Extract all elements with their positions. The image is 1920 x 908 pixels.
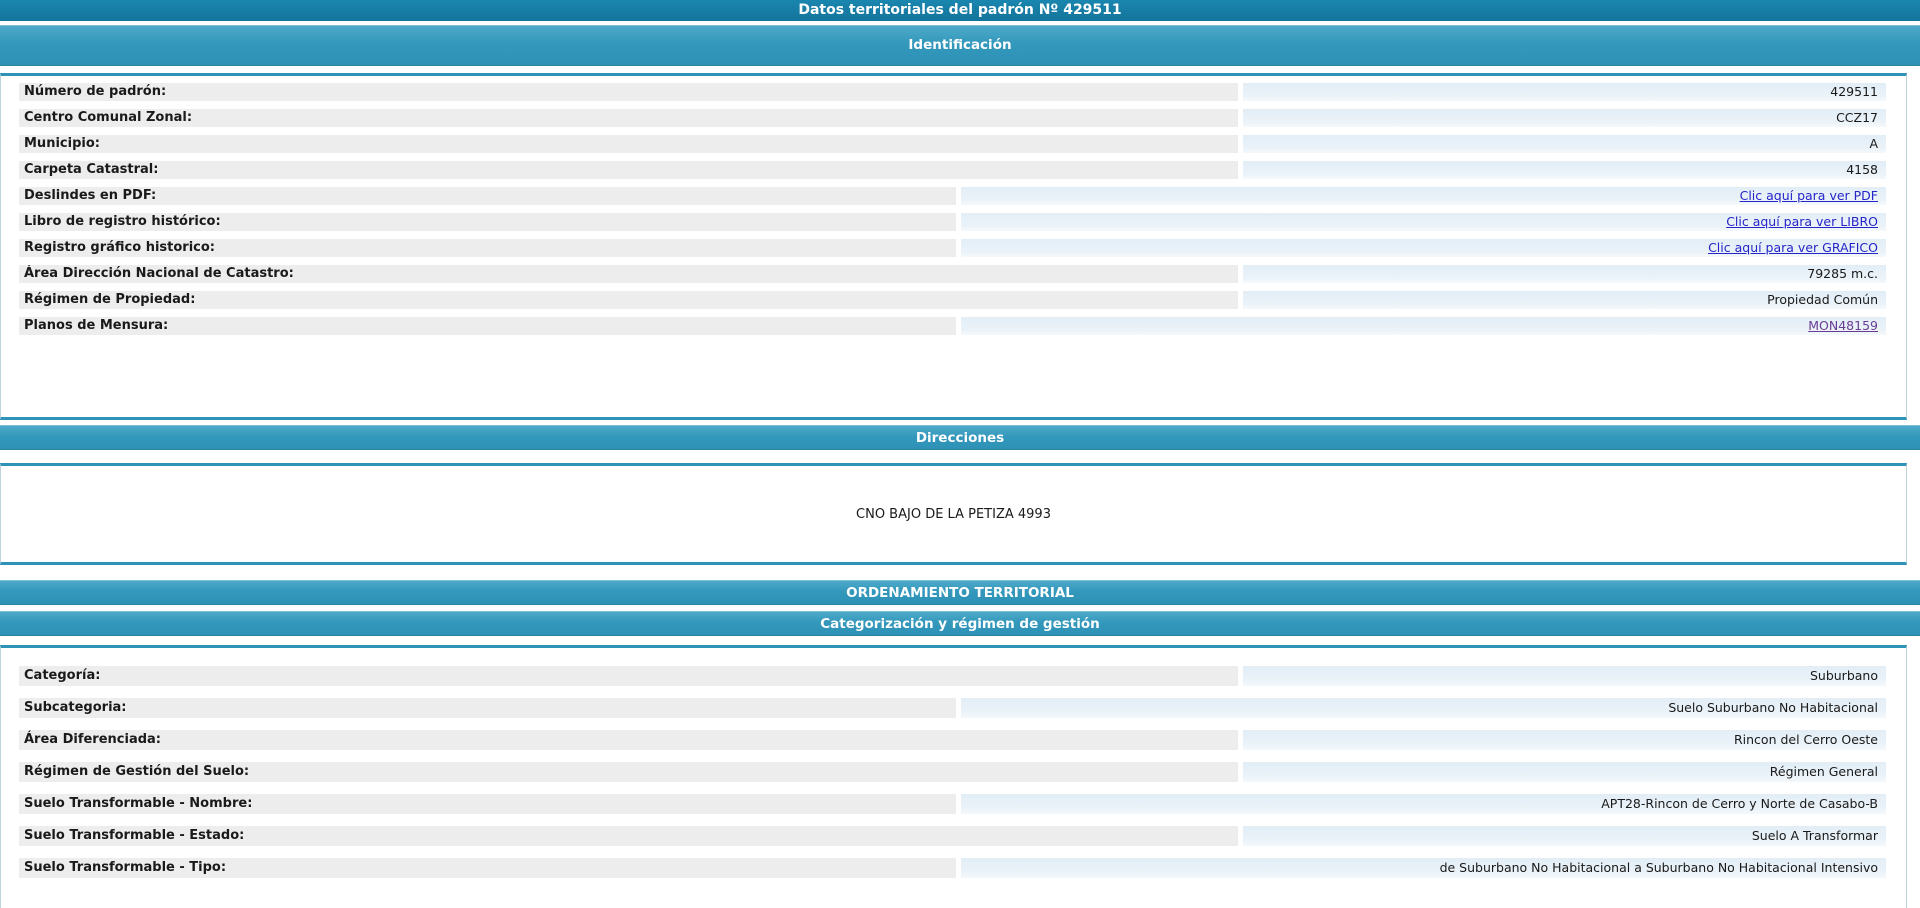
row-label: Suelo Transformable - Tipo: [19,858,956,878]
row-value: Propiedad Común [1243,291,1886,309]
row-label: Centro Comunal Zonal: [19,109,1238,127]
section-header-direcciones: Direcciones [0,425,1920,450]
table-row-area-catastro: Área Dirección Nacional de Catastro: 792… [1,265,1906,283]
row-label: Número de padrón: [19,83,1238,101]
table-row-suelo-tipo: Suelo Transformable - Tipo: de Suburbano… [1,858,1906,878]
row-value: Régimen General [1243,762,1886,782]
row-value: Rincon del Cerro Oeste [1243,730,1886,750]
identificacion-section: Número de padrón: 429511 Centro Comunal … [0,73,1907,420]
table-row-carpeta-catastral: Carpeta Catastral: 4158 [1,161,1906,179]
address-text: CNO BAJO DE LA PETIZA 4993 [856,506,1051,522]
direcciones-section: CNO BAJO DE LA PETIZA 4993 [0,463,1907,565]
row-value: MON48159 [961,317,1886,335]
table-row-registro-grafico: Registro gráfico historico: Clic aquí pa… [1,239,1906,257]
row-label: Registro gráfico historico: [19,239,956,257]
pdf-link[interactable]: Clic aquí para ver PDF [1739,188,1878,203]
table-row-regimen-gestion: Régimen de Gestión del Suelo: Régimen Ge… [1,762,1906,782]
row-label: Área Dirección Nacional de Catastro: [19,265,1238,283]
row-label: Libro de registro histórico: [19,213,956,231]
row-label: Suelo Transformable - Nombre: [19,794,956,814]
row-label: Régimen de Propiedad: [19,291,1238,309]
table-row-suelo-estado: Suelo Transformable - Estado: Suelo A Tr… [1,826,1906,846]
row-label: Suelo Transformable - Estado: [19,826,1238,846]
row-value: APT28-Rincon de Cerro y Norte de Casabo-… [961,794,1886,814]
table-row-numero-padron: Número de padrón: 429511 [1,83,1906,101]
grafico-link[interactable]: Clic aquí para ver GRAFICO [1708,240,1878,255]
table-row-area-diferenciada: Área Diferenciada: Rincon del Cerro Oest… [1,730,1906,750]
table-row-subcategoria: Subcategoria: Suelo Suburbano No Habitac… [1,698,1906,718]
row-value: Suelo A Transformar [1243,826,1886,846]
row-label: Área Diferenciada: [19,730,1238,750]
row-value: 429511 [1243,83,1886,101]
row-value: Clic aquí para ver LIBRO [961,213,1886,231]
table-row-libro-registro: Libro de registro histórico: Clic aquí p… [1,213,1906,231]
page-title: Datos territoriales del padrón Nº 429511 [0,0,1920,21]
table-row-municipio: Municipio: A [1,135,1906,153]
row-value: Suburbano [1243,666,1886,686]
table-row-ccz: Centro Comunal Zonal: CCZ17 [1,109,1906,127]
row-label: Categoría: [19,666,1238,686]
row-label: Subcategoria: [19,698,956,718]
section-header-categorizacion: Categorización y régimen de gestión [0,611,1920,636]
row-label: Municipio: [19,135,1238,153]
table-row-planos-mensura: Planos de Mensura: MON48159 [1,317,1906,335]
categorizacion-section: Categoría: Suburbano Subcategoria: Suelo… [0,645,1907,908]
row-value: Clic aquí para ver GRAFICO [961,239,1886,257]
row-value: 4158 [1243,161,1886,179]
row-label: Carpeta Catastral: [19,161,1238,179]
row-label: Planos de Mensura: [19,317,956,335]
table-row-regimen-propiedad: Régimen de Propiedad: Propiedad Común [1,291,1906,309]
row-value: Suelo Suburbano No Habitacional [961,698,1886,718]
plano-mensura-link[interactable]: MON48159 [1808,318,1878,333]
row-value: de Suburbano No Habitacional a Suburbano… [961,858,1886,878]
libro-link[interactable]: Clic aquí para ver LIBRO [1726,214,1878,229]
section-header-ordenamiento: ORDENAMIENTO TERRITORIAL [0,580,1920,605]
row-value: 79285 m.c. [1243,265,1886,283]
table-row-categoria: Categoría: Suburbano [1,666,1906,686]
row-value: Clic aquí para ver PDF [961,187,1886,205]
row-value: CCZ17 [1243,109,1886,127]
row-value: A [1243,135,1886,153]
row-label: Deslindes en PDF: [19,187,956,205]
table-row-suelo-nombre: Suelo Transformable - Nombre: APT28-Rinc… [1,794,1906,814]
section-header-identificacion: Identificación [0,25,1920,66]
row-label: Régimen de Gestión del Suelo: [19,762,1238,782]
table-row-deslindes-pdf: Deslindes en PDF: Clic aquí para ver PDF [1,187,1906,205]
